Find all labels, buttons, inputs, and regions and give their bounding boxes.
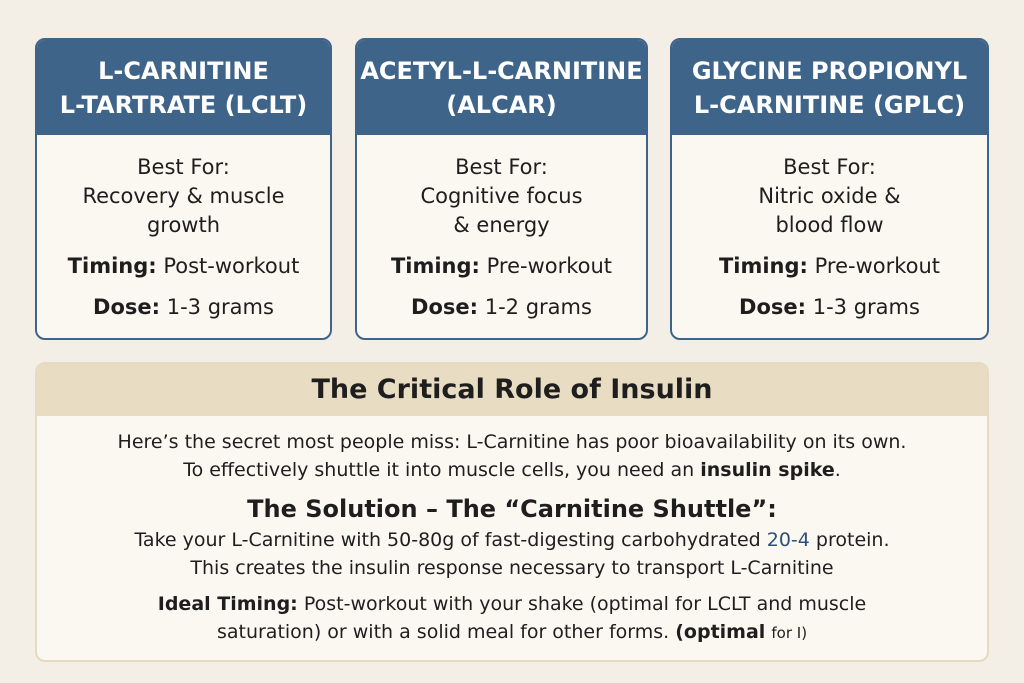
text: . xyxy=(834,459,841,481)
card-title: L-TARTRATE (LCLT) xyxy=(59,90,308,119)
text: To effectively shuttle it into muscle ce… xyxy=(183,459,695,481)
value: 1-2 grams xyxy=(484,295,592,319)
card-header: GLYCINE PROPIONYL L-CARNITINE (GPLC) xyxy=(672,40,987,135)
dose: Dose: 1-3 grams xyxy=(37,293,330,322)
card-body: Best For: Nitric oxide & blood flow Timi… xyxy=(672,135,987,322)
text: Take your L-Carnitine with 50-80g of fas… xyxy=(134,529,761,551)
text: blood flow xyxy=(775,213,884,237)
emphasis: (optimal xyxy=(675,621,766,643)
paragraph: Here’s the secret most people miss: L-Ca… xyxy=(37,428,987,484)
card-body: Best For: Recovery & muscle growth Timin… xyxy=(37,135,330,322)
panel-title: The Critical Role of Insulin xyxy=(37,364,987,416)
value: Pre-workout xyxy=(814,254,941,278)
subtitle: The Solution – The “Carnitine Shuttle”: xyxy=(247,495,777,523)
value: Pre-workout xyxy=(486,254,613,278)
card-title: L-CARNITINE (GPLC) xyxy=(693,90,966,119)
text-line: Take your L-Carnitine with 50-80g of fas… xyxy=(37,526,987,554)
text: Nitric oxide & xyxy=(758,184,901,208)
text-line: Ideal Timing: Post-workout with your sha… xyxy=(37,590,987,618)
label: Dose: xyxy=(93,295,161,319)
label: Timing: xyxy=(718,254,808,278)
value: 1-3 grams xyxy=(812,295,920,319)
text: This creates the insulin response necess… xyxy=(190,557,834,579)
value: Post-workout xyxy=(163,254,300,278)
label: Ideal Timing: xyxy=(157,593,298,615)
card-title: GLYCINE PROPIONYL xyxy=(691,56,968,85)
paragraph: Ideal Timing: Post-workout with your sha… xyxy=(37,590,987,647)
card-title: ACETYL-L-CARNITINE xyxy=(360,56,643,85)
highlight: 20-4 xyxy=(766,529,810,551)
text: for I) xyxy=(771,624,808,642)
text: Recovery & muscle xyxy=(82,184,285,208)
text: & energy xyxy=(453,213,550,237)
card-header: ACETYL-L-CARNITINE (ALCAR) xyxy=(357,40,646,135)
card-title: L-CARNITINE xyxy=(98,56,269,85)
label: Best For: xyxy=(137,155,230,179)
label: Best For: xyxy=(783,155,876,179)
card-header: L-CARNITINE L-TARTRATE (LCLT) xyxy=(37,40,330,135)
text: Post-workout with your shake (optimal fo… xyxy=(303,593,867,615)
label: Best For: xyxy=(455,155,548,179)
timing: Timing: Post-workout xyxy=(37,252,330,281)
text-line: To effectively shuttle it into muscle ce… xyxy=(37,456,987,484)
timing: Timing: Pre-workout xyxy=(672,252,987,281)
text: growth xyxy=(146,213,221,237)
card: GLYCINE PROPIONYL L-CARNITINE (GPLC) Bes… xyxy=(670,38,989,340)
label: Timing: xyxy=(390,254,480,278)
dose: Dose: 1-2 grams xyxy=(357,293,646,322)
insulin-panel: The Critical Role of Insulin Here’s the … xyxy=(35,362,989,662)
text-line: saturation) or with a solid meal for oth… xyxy=(37,618,987,647)
card: L-CARNITINE L-TARTRATE (LCLT) Best For: … xyxy=(35,38,332,340)
emphasis: insulin spike xyxy=(700,459,835,481)
text: Here’s the secret most people miss: L-Ca… xyxy=(117,431,907,453)
text: saturation) or with a solid meal for oth… xyxy=(216,621,670,643)
text: protein. xyxy=(815,529,890,551)
label: Dose: xyxy=(739,295,807,319)
paragraph: Take your L-Carnitine with 50-80g of fas… xyxy=(37,526,987,582)
card-title: (ALCAR) xyxy=(446,90,557,119)
label: Timing: xyxy=(67,254,157,278)
card: ACETYL-L-CARNITINE (ALCAR) Best For: Cog… xyxy=(355,38,648,340)
card-body: Best For: Cognitive focus & energy Timin… xyxy=(357,135,646,322)
timing: Timing: Pre-workout xyxy=(357,252,646,281)
dose: Dose: 1-3 grams xyxy=(672,293,987,322)
value: 1-3 grams xyxy=(166,295,274,319)
label: Dose: xyxy=(411,295,479,319)
text: Cognitive focus xyxy=(420,184,583,208)
